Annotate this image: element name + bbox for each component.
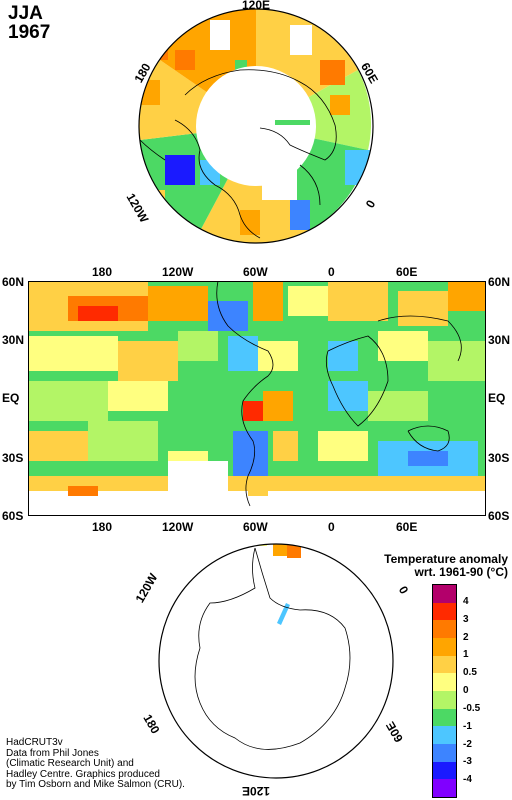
- lat-label-right-eq: EQ: [488, 391, 506, 405]
- legend-swatch-7: [433, 708, 456, 727]
- lat-label-right-60s: 60S: [488, 509, 510, 523]
- north-lon-label-0: 0: [363, 197, 379, 210]
- lon-label-top-180: 180: [92, 265, 113, 279]
- lon-label-top-120w: 120W: [162, 265, 194, 279]
- south-lon-label-180: 180: [140, 712, 162, 737]
- legend-swatch-6: [433, 691, 456, 709]
- lon-label-bottom-180: 180: [92, 520, 113, 534]
- north-polar-coastlines: [139, 69, 337, 239]
- lat-label-left-eq: EQ: [2, 391, 20, 405]
- south-lon-label-120e: 120E: [242, 784, 270, 798]
- legend-swatch-9: [433, 744, 456, 762]
- global-anomaly-map: [28, 281, 486, 516]
- legend-title-line2: wrt. 1961-90 (°C): [414, 565, 509, 579]
- south-lon-label-60e: 60E: [383, 719, 406, 744]
- legend-label: -2: [463, 738, 472, 750]
- global-map-border: [28, 281, 486, 516]
- credit-line-4: Hadley Centre. Graphics produced: [6, 768, 160, 780]
- lat-label-left-30s: 30S: [2, 451, 24, 465]
- north-polar-border: [138, 8, 374, 244]
- south-polar-border: [158, 543, 394, 779]
- north-polar-map: 120E 180 60E 120W 0: [124, 0, 381, 244]
- legend-swatch-4: [433, 655, 456, 674]
- south-lon-label-0: 0: [396, 584, 412, 597]
- global-coastlines: [216, 281, 462, 507]
- legend-swatches: [433, 585, 456, 798]
- north-polar-cells: [139, 9, 373, 243]
- credit-line-2: Data from Phil Jones: [6, 747, 99, 759]
- lon-label-top-0: 0: [328, 265, 335, 279]
- season-label: JJA: [8, 3, 43, 24]
- north-lon-label-120e: 120E: [242, 0, 270, 12]
- credits: HadCRUT3v Data from Phil Jones (Climatic…: [6, 737, 185, 791]
- legend-label: -0.5: [463, 702, 481, 714]
- credit-line-3: (Climatic Research Unit) and: [6, 758, 134, 769]
- legend-swatch-10: [433, 761, 456, 780]
- north-lon-label-120w: 120W: [124, 191, 152, 226]
- global-anomaly-cells: [28, 281, 486, 516]
- year-label: 1967: [8, 22, 51, 43]
- legend-label: 4: [463, 595, 469, 607]
- legend-label: 2: [463, 631, 469, 643]
- legend-swatch-1: [433, 602, 456, 621]
- legend-swatch-2: [433, 620, 456, 639]
- legend-swatch-5: [433, 673, 456, 692]
- legend-swatch-0: [433, 585, 456, 603]
- legend-label: 3: [463, 613, 469, 625]
- south-polar-map: 120W 0 180 60E 120E: [133, 543, 412, 798]
- legend-swatch-3: [433, 638, 456, 656]
- lat-label-left-30n: 30N: [2, 333, 25, 347]
- legend-label: 1: [463, 649, 469, 661]
- lon-label-bottom-0: 0: [328, 520, 335, 534]
- legend-title: Temperature anomaly wrt. 1961-90 (°C): [384, 553, 508, 579]
- lon-label-bottom-120w: 120W: [162, 520, 194, 534]
- credit-line-1: HadCRUT3v: [6, 737, 63, 748]
- legend-label: -4: [463, 774, 472, 786]
- legend-swatch-11: [433, 779, 456, 798]
- legend-label: 0.5: [463, 667, 477, 679]
- legend-colorbar: [432, 584, 457, 798]
- legend-label: 0: [463, 685, 469, 696]
- map-title: JJA 1967: [8, 4, 50, 42]
- legend-labels: 4 3 2 1 0.5 0 -0.5 -1 -2 -3 -4: [463, 584, 512, 798]
- lat-label-left-60n: 60N: [2, 275, 25, 289]
- lon-label-bottom-60e: 60E: [396, 520, 418, 534]
- lat-label-right-30n: 30N: [488, 333, 511, 347]
- lon-label-bottom-60w: 60W: [243, 520, 268, 534]
- south-lon-label-120w: 120W: [133, 570, 161, 605]
- south-polar-cells: [159, 544, 393, 778]
- legend-swatch-8: [433, 726, 456, 745]
- antarctica-coastline: [194, 547, 351, 750]
- legend-title-line1: Temperature anomaly: [384, 552, 508, 566]
- lon-label-top-60e: 60E: [396, 265, 418, 279]
- legend-label: -3: [463, 756, 472, 768]
- lon-label-top-60w: 60W: [243, 265, 268, 279]
- lat-label-right-60n: 60N: [488, 275, 511, 289]
- lat-label-right-30s: 30S: [488, 451, 510, 465]
- credit-line-5: by Tim Osborn and Mike Salmon (CRU).: [6, 779, 185, 790]
- legend-label: -1: [463, 720, 472, 732]
- lat-label-left-60s: 60S: [2, 509, 24, 523]
